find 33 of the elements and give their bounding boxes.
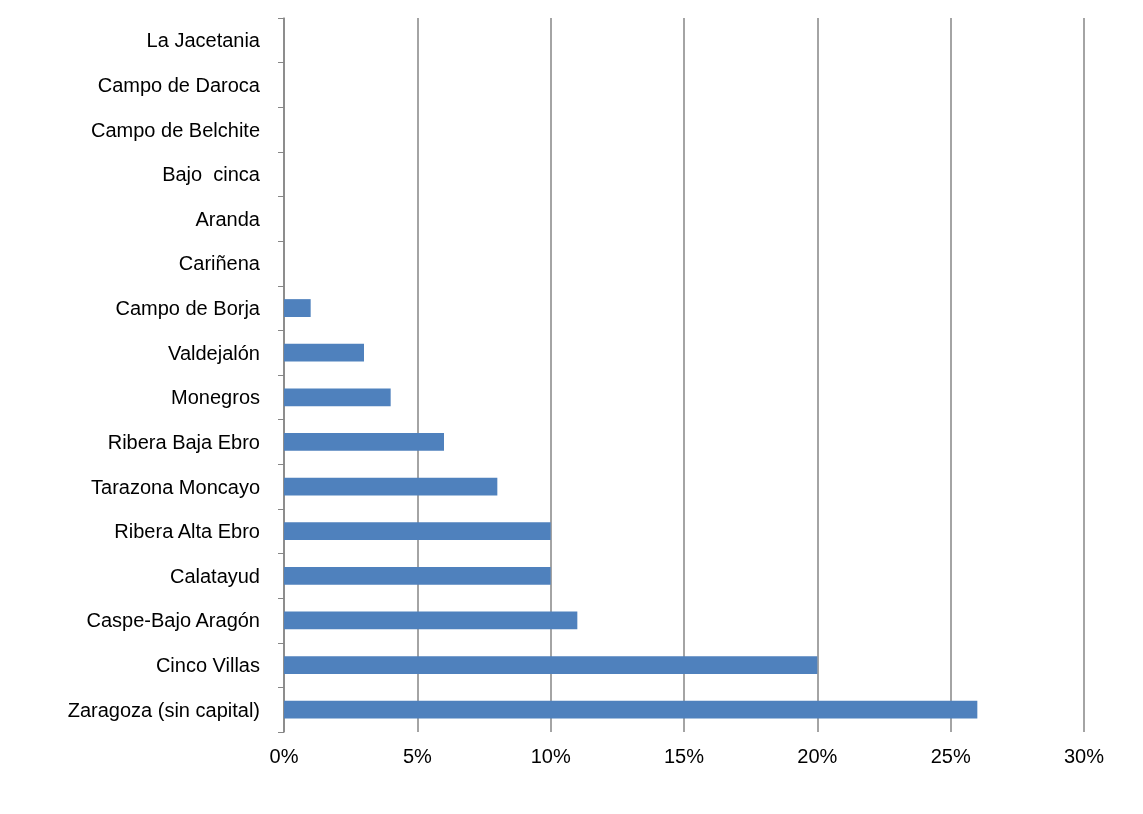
x-tick-label: 15% — [663, 745, 705, 767]
y-tick-label: Campo de Daroca — [97, 73, 261, 96]
x-tick-label: 0% — [269, 745, 299, 767]
bar — [284, 700, 978, 719]
bar — [284, 388, 391, 407]
x-tick-label: 25% — [930, 745, 971, 767]
y-tick-label: Ribera Baja Ebro — [107, 430, 260, 453]
y-tick-label: Aranda — [195, 207, 261, 230]
y-tick-label: Zaragoza (sin capital) — [67, 698, 260, 721]
x-tick-label: 5% — [402, 745, 432, 767]
y-tick-label: Cariñena — [178, 252, 261, 275]
x-tick-label: 10% — [530, 745, 571, 767]
x-tick-label: 20% — [797, 745, 838, 767]
bar — [284, 656, 818, 674]
y-tick-label: Tarazona Moncayo — [91, 475, 260, 498]
y-tick-label: Caspe-Bajo Aragón — [86, 609, 260, 632]
y-tick-label: La Jacetania — [146, 29, 261, 52]
y-tick-label: Valdejalón — [168, 341, 260, 364]
y-tick-label: Campo de Borja — [115, 297, 261, 320]
bar — [284, 522, 551, 541]
bar — [284, 477, 498, 496]
bar — [284, 566, 551, 585]
bar — [284, 433, 444, 451]
y-tick-label: Monegros — [171, 386, 260, 409]
y-tick-label: Bajo cinca — [162, 163, 261, 186]
bar — [284, 611, 578, 630]
y-tick-label: Cinco Villas — [155, 654, 260, 677]
bar — [284, 299, 311, 317]
bar — [284, 343, 364, 362]
y-tick-label: Calatayud — [169, 564, 260, 587]
y-tick-label: Campo de Belchite — [91, 118, 260, 141]
x-tick-label: 30% — [1063, 745, 1105, 767]
y-tick-label: Ribera Alta Ebro — [114, 520, 260, 543]
